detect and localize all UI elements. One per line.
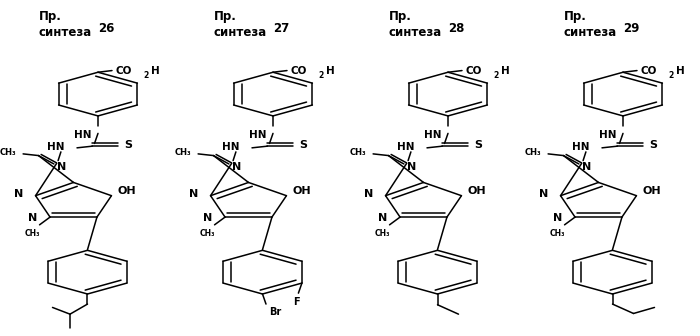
Text: N: N: [364, 189, 373, 199]
Text: 2: 2: [494, 71, 499, 80]
Text: Пр.
синтеза: Пр. синтеза: [38, 10, 92, 39]
Text: OH: OH: [117, 186, 136, 196]
Text: 27: 27: [273, 22, 289, 35]
Text: HN: HN: [74, 130, 91, 140]
Text: OH: OH: [642, 186, 661, 196]
Text: HN: HN: [599, 130, 617, 140]
Text: S: S: [124, 140, 132, 150]
Text: Br: Br: [270, 307, 281, 318]
Text: CH₃: CH₃: [0, 148, 16, 157]
Text: 2: 2: [144, 71, 148, 80]
Text: N: N: [28, 213, 37, 223]
Text: N: N: [582, 162, 591, 172]
Text: HN: HN: [572, 142, 589, 152]
Text: HN: HN: [47, 142, 64, 152]
Text: CH₃: CH₃: [550, 229, 566, 238]
Text: S: S: [649, 140, 657, 150]
Text: HN: HN: [424, 130, 442, 140]
Text: N: N: [232, 162, 241, 172]
Text: H: H: [501, 66, 510, 76]
Text: 29: 29: [623, 22, 639, 35]
Text: HN: HN: [249, 130, 266, 140]
Text: Пр.
синтеза: Пр. синтеза: [389, 10, 442, 39]
Text: CO: CO: [640, 66, 657, 76]
Text: CO: CO: [290, 66, 307, 76]
Text: CO: CO: [466, 66, 482, 76]
Text: N: N: [203, 213, 212, 223]
Text: HN: HN: [397, 142, 414, 152]
Text: F: F: [293, 297, 300, 306]
Text: 26: 26: [98, 22, 114, 35]
Text: 2: 2: [318, 71, 323, 80]
Text: CH₃: CH₃: [174, 148, 191, 157]
Text: N: N: [553, 213, 562, 223]
Text: S: S: [474, 140, 482, 150]
Text: N: N: [57, 162, 66, 172]
Text: CH₃: CH₃: [25, 229, 41, 238]
Text: OH: OH: [292, 186, 311, 196]
Text: CO: CO: [116, 66, 132, 76]
Text: HN: HN: [222, 142, 239, 152]
Text: H: H: [151, 66, 160, 76]
Text: CH₃: CH₃: [349, 148, 366, 157]
Text: 2: 2: [668, 71, 673, 80]
Text: Пр.
синтеза: Пр. синтеза: [214, 10, 267, 39]
Text: H: H: [326, 66, 335, 76]
Text: N: N: [378, 213, 387, 223]
Text: N: N: [14, 189, 23, 199]
Text: N: N: [539, 189, 548, 199]
Text: S: S: [299, 140, 307, 150]
Text: CH₃: CH₃: [199, 229, 216, 238]
Text: H: H: [676, 66, 685, 76]
Text: Пр.
синтеза: Пр. синтеза: [564, 10, 617, 39]
Text: N: N: [407, 162, 416, 172]
Text: OH: OH: [467, 186, 486, 196]
Text: 28: 28: [448, 22, 464, 35]
Text: CH₃: CH₃: [374, 229, 391, 238]
Text: CH₃: CH₃: [524, 148, 541, 157]
Text: N: N: [189, 189, 198, 199]
